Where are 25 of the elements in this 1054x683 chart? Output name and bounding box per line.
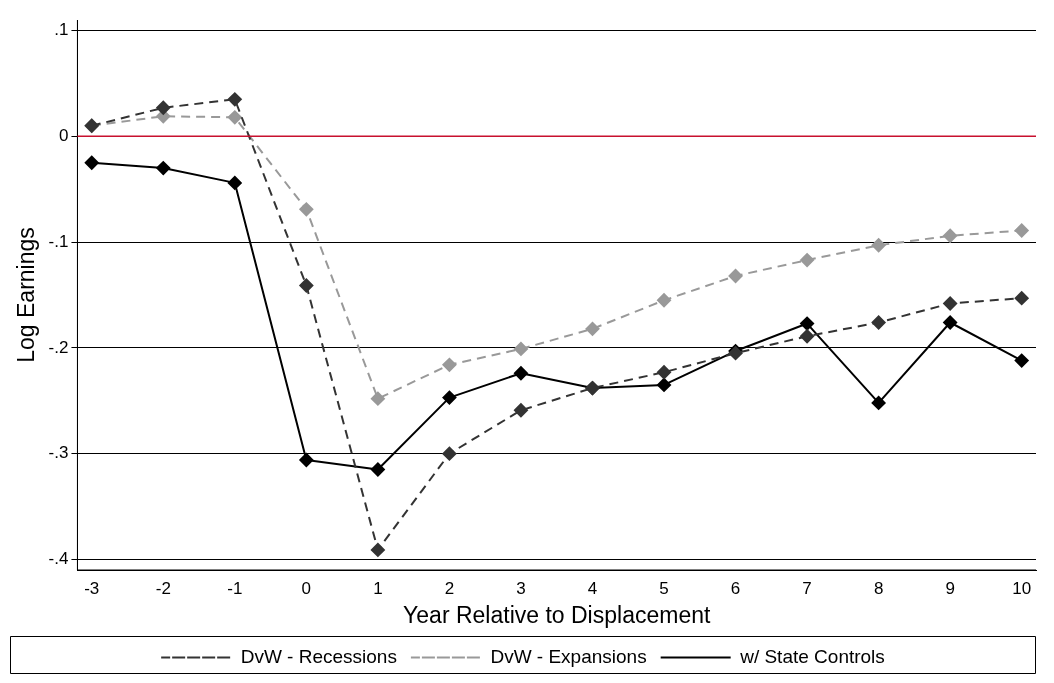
x-tick-label: 0 bbox=[301, 578, 312, 598]
y-tick-label: .1 bbox=[54, 20, 69, 40]
x-tick-label: 3 bbox=[516, 578, 526, 598]
y-axis-title: Log Earnings bbox=[13, 227, 40, 363]
x-tick-label: 2 bbox=[444, 578, 455, 598]
y-tick-label: -.1 bbox=[48, 231, 69, 251]
y-tick-label: -.3 bbox=[48, 443, 69, 463]
x-tick-label: 7 bbox=[802, 578, 812, 598]
legend-label: DvW - Expansions bbox=[490, 645, 647, 667]
x-tick-label: -1 bbox=[227, 578, 243, 598]
x-tick-label: 5 bbox=[659, 578, 669, 598]
y-tick-label: -.2 bbox=[48, 337, 69, 357]
x-tick-label: 8 bbox=[873, 578, 884, 598]
x-tick-label: -3 bbox=[84, 578, 100, 598]
x-tick-label: 1 bbox=[373, 578, 383, 598]
y-tick-label: 0 bbox=[58, 126, 69, 146]
legend-label: DvW - Recessions bbox=[240, 645, 397, 667]
x-axis-title: Year Relative to Displacement bbox=[403, 601, 711, 628]
x-tick-label: 10 bbox=[1012, 578, 1032, 598]
y-tick-label: -.4 bbox=[48, 549, 69, 569]
x-tick-label: 9 bbox=[945, 578, 955, 598]
legend-label: w/ State Controls bbox=[739, 645, 885, 667]
x-tick-label: -2 bbox=[155, 578, 171, 598]
x-tick-label: 6 bbox=[730, 578, 741, 598]
x-tick-label: 4 bbox=[587, 578, 598, 598]
